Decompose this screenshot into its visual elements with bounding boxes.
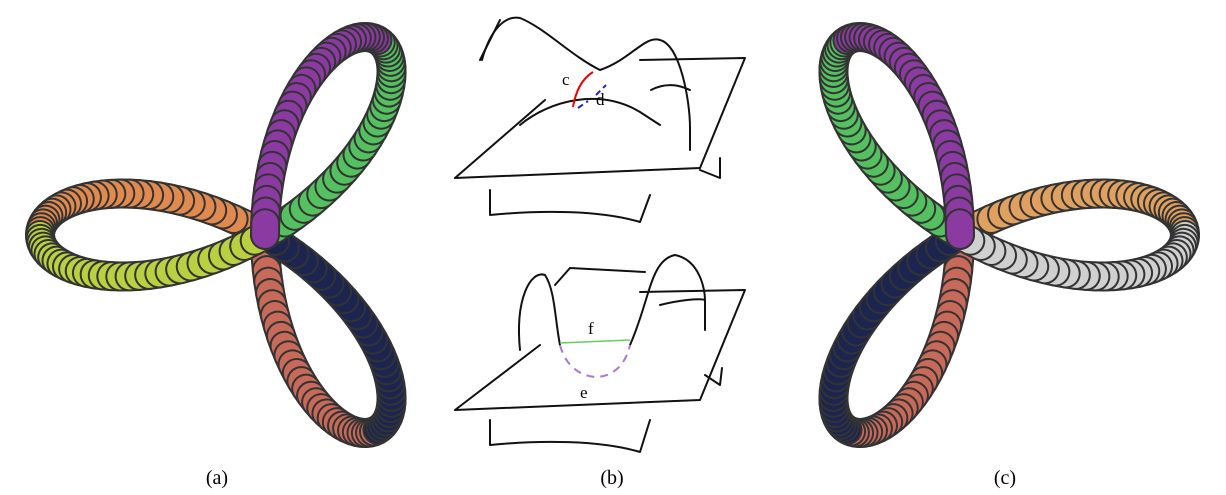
curve-c	[573, 72, 593, 107]
surface	[519, 268, 570, 350]
sketch-bottom: f e	[455, 255, 745, 452]
label: f	[588, 319, 594, 338]
curve-f	[560, 340, 630, 343]
surface	[490, 368, 722, 452]
panel-label: (c)	[994, 467, 1016, 489]
sketch-top: c d	[455, 18, 745, 222]
label: e	[580, 383, 588, 402]
surface	[480, 20, 660, 125]
knot-render-a	[40, 37, 392, 433]
surface	[630, 255, 705, 345]
figure: c d f e (a) (b) (c)	[0, 0, 1226, 495]
curve-e	[560, 345, 630, 377]
plane	[455, 268, 745, 410]
knot-render-c	[833, 37, 1185, 433]
panel-label: (b)	[600, 467, 623, 489]
surface	[482, 18, 690, 150]
label: d	[596, 90, 605, 109]
panel-label: (a)	[206, 467, 228, 489]
label: c	[562, 70, 570, 89]
plane	[455, 58, 745, 178]
